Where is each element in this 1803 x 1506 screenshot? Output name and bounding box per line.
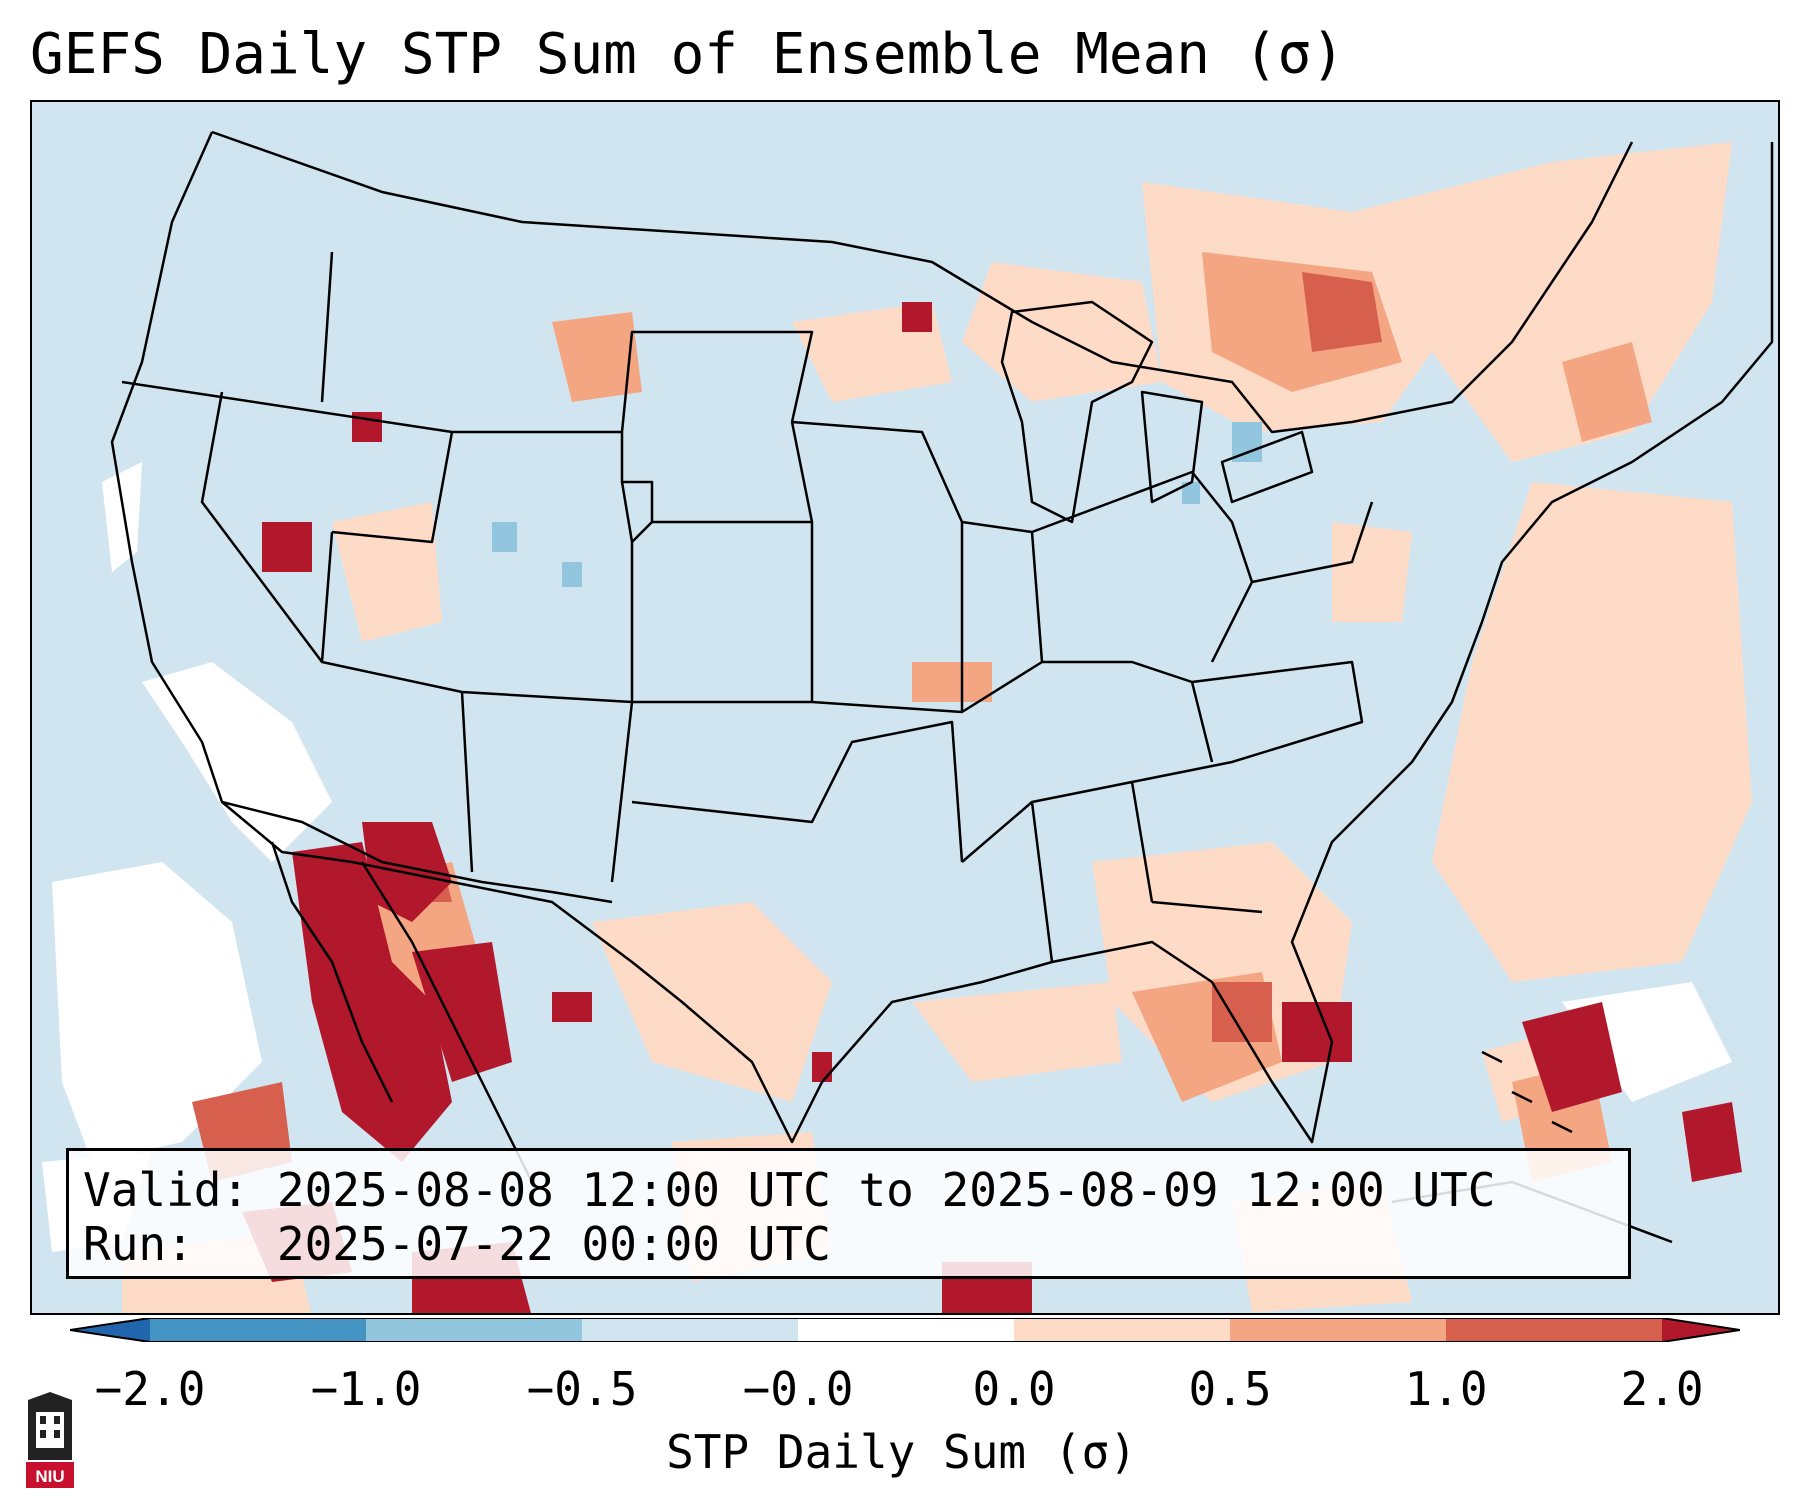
colorbar-segment <box>150 1318 367 1342</box>
colorbar-segment <box>1014 1318 1231 1342</box>
colorbar-tick-8: 2.0 <box>1620 1362 1704 1416</box>
colorbar-tick-5: 0.0 <box>972 1362 1056 1416</box>
anomaly-field-extreme <box>242 302 1742 1313</box>
colorbar-segment <box>1446 1318 1663 1342</box>
great-lakes <box>1000 300 1314 524</box>
colorbar-tick-3: −0.5 <box>526 1362 638 1416</box>
map-svg <box>32 102 1778 1313</box>
colorbar-segment <box>1230 1318 1447 1342</box>
us-outline <box>110 131 1774 1144</box>
run-label: Run: <box>83 1217 194 1271</box>
colorbar-segment <box>798 1318 1015 1342</box>
niu-logo: NIU <box>26 1392 74 1488</box>
colorbar-tick-6: 0.5 <box>1188 1362 1272 1416</box>
colorbar-tick-2: −1.0 <box>310 1362 422 1416</box>
baja <box>270 841 394 1103</box>
boundaries <box>110 130 1774 1244</box>
mexico-mainland <box>360 861 534 1183</box>
colorbar-extend-high <box>1662 1318 1740 1342</box>
anomaly-field-negative <box>492 422 1262 587</box>
state-lines <box>121 251 1374 963</box>
plot-title: GEFS Daily STP Sum of Ensemble Mean (σ) <box>30 22 1345 87</box>
map-panel <box>30 100 1780 1315</box>
colorbar-segment <box>582 1318 799 1342</box>
colorbar-segment <box>366 1318 583 1342</box>
colorbar-label: STP Daily Sum (σ) <box>666 1425 1137 1479</box>
valid-label: Valid: <box>83 1163 250 1217</box>
colorbar-tick-7: 1.0 <box>1404 1362 1488 1416</box>
run-value: 2025-07-22 00:00 UTC <box>276 1217 831 1271</box>
colorbar-tick-4: −0.0 <box>742 1362 854 1416</box>
bahamas <box>1481 1050 1573 1134</box>
colorbar <box>70 1318 1740 1342</box>
colorbar-tick-1: −2.0 <box>94 1362 206 1416</box>
border-canada <box>211 130 1634 434</box>
border-mexico <box>221 800 613 904</box>
valid-value: 2025-08-08 12:00 UTC to 2025-08-09 12:00… <box>276 1163 1496 1217</box>
valid-run-info-box: Valid: 2025-08-08 12:00 UTC to 2025-08-0… <box>66 1148 1631 1279</box>
colorbar-extend-low <box>70 1318 150 1342</box>
logo-text: NIU <box>35 1467 64 1486</box>
